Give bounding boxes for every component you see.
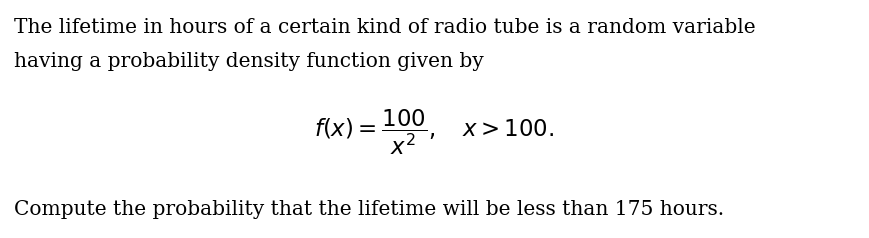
Text: Compute the probability that the lifetime will be less than 175 hours.: Compute the probability that the lifetim… bbox=[14, 200, 724, 219]
Text: The lifetime in hours of a certain kind of radio tube is a random variable: The lifetime in hours of a certain kind … bbox=[14, 18, 756, 37]
Text: having a probability density function given by: having a probability density function gi… bbox=[14, 52, 484, 71]
Text: $f(x) = \dfrac{100}{x^2}, \quad x > 100.$: $f(x) = \dfrac{100}{x^2}, \quad x > 100.… bbox=[314, 108, 554, 157]
